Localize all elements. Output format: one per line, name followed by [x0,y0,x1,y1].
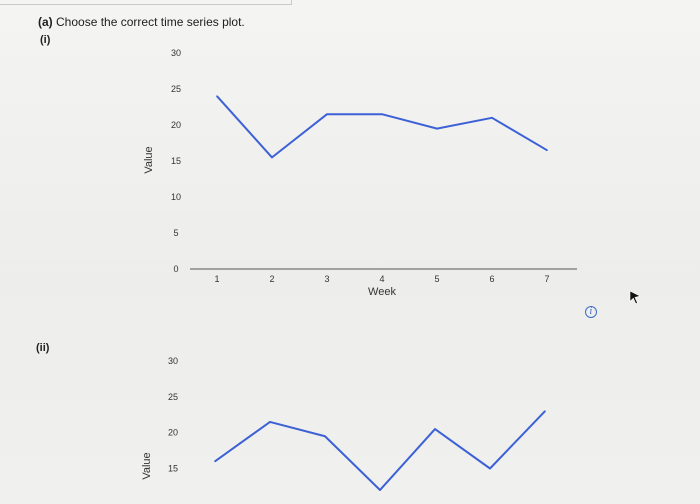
question-prompt: Choose the correct time series plot. [56,15,245,29]
question-text: (a) Choose the correct time series plot. [38,15,245,29]
x-tick-label: 6 [489,274,494,284]
y-tick-label: 30 [168,356,178,366]
y-axis-title: Value [141,452,153,479]
top-rule [0,0,292,5]
cursor-arrow-icon [629,290,641,305]
data-point [379,489,381,491]
y-tick-label: 25 [171,84,181,94]
y-tick-label: 10 [171,192,181,202]
data-point [271,156,273,159]
x-tick-label: 7 [544,274,549,284]
data-point [546,149,548,151]
chart-option-i[interactable]: 30 25 20 15 10 5 0 Value 1 2 3 4 5 6 7 Week [0,0,700,330]
x-axis-title: Week [368,286,396,298]
data-point [436,127,438,130]
y-tick-label: 20 [171,120,181,130]
data-point [544,410,546,412]
info-icon[interactable]: i [585,306,597,318]
option-ii-label[interactable]: (ii) [36,342,50,354]
data-point [326,113,328,115]
data-point [381,113,383,115]
data-point [491,117,493,119]
data-point [214,460,216,463]
x-tick-label: 5 [434,274,439,284]
question-part-tag: (a) [38,15,53,29]
x-tick-label: 1 [214,274,219,284]
data-point [489,467,491,470]
y-tick-label: 15 [171,156,181,166]
info-icon-glyph: i [589,307,593,317]
y-axis-title: Value [143,146,155,173]
y-tick-label: 20 [168,428,178,438]
x-tick-label: 3 [324,274,329,284]
option-i-label[interactable]: (i) [40,34,51,46]
data-point [324,435,326,438]
data-point [216,95,218,97]
y-tick-label: 15 [168,464,178,474]
y-tick-label: 0 [173,264,178,274]
y-tick-label: 25 [168,392,178,402]
y-tick-label: 5 [173,228,178,238]
data-point [434,428,436,430]
x-tick-label: 2 [269,274,274,284]
y-tick-label: 30 [171,48,181,58]
x-tick-label: 4 [379,274,384,284]
series-line [214,410,546,491]
data-point [269,421,271,423]
